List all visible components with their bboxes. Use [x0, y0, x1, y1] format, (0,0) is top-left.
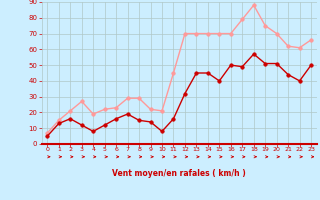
X-axis label: Vent moyen/en rafales ( km/h ): Vent moyen/en rafales ( km/h ) — [112, 169, 246, 178]
